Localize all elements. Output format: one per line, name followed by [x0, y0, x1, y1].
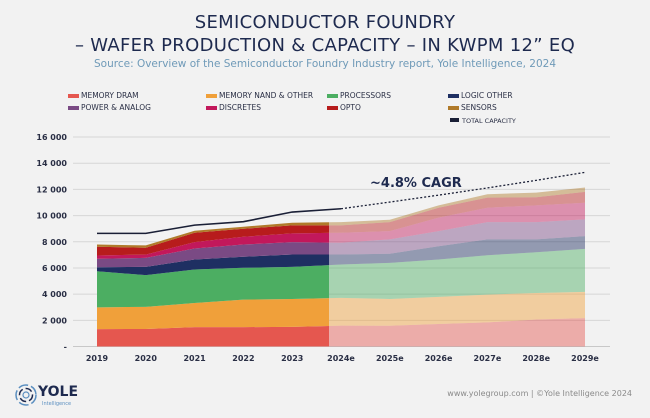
- legend-label: MEMORY NAND & OTHER: [219, 91, 313, 100]
- legend-label: TOTAL CAPACITY: [461, 117, 516, 125]
- legend-label: POWER & ANALOG: [81, 103, 151, 112]
- legend-swatch: [327, 106, 338, 110]
- y-tick-label: 14 000: [36, 159, 67, 168]
- area-opto: [97, 225, 329, 256]
- area-power-analog: [97, 242, 329, 268]
- y-tick-label: 16 000: [36, 133, 67, 142]
- area-forecast-power-analog: [329, 219, 585, 255]
- area-processors: [97, 265, 329, 308]
- y-tick-label: 10 000: [36, 212, 67, 221]
- y-tick-label: 12 000: [36, 185, 67, 194]
- legend-swatch: [448, 94, 459, 98]
- legend-label: LOGIC OTHER: [461, 91, 513, 100]
- x-tick-label: 2023: [281, 354, 303, 363]
- x-tick-label: 2020: [135, 354, 158, 363]
- chart-title-line2: – WAFER PRODUCTION & CAPACITY – IN KWPM …: [74, 35, 576, 56]
- y-tick-label: 4 000: [42, 290, 67, 299]
- total-capacity-forecast-line: [340, 171, 586, 210]
- legend-label: SENSORS: [461, 103, 497, 112]
- legend-swatch: [327, 94, 338, 98]
- legend-label: PROCESSORS: [340, 91, 391, 100]
- x-tick-label: 2019: [86, 354, 109, 363]
- x-tick-label: 2027e: [474, 354, 502, 363]
- area-forecast-memory-nand-other: [329, 291, 585, 326]
- legend-swatch: [206, 106, 217, 110]
- cagr-annotation: ~4.8% CAGR: [370, 176, 462, 191]
- area-forecast-logic-other: [329, 236, 585, 266]
- x-tick-label: 2029e: [571, 354, 599, 363]
- legend-swatch-total-capacity: [450, 118, 459, 122]
- legend-label: OPTO: [340, 103, 361, 112]
- x-tick-label: 2024e: [327, 354, 355, 363]
- legend-swatch: [68, 106, 79, 110]
- area-logic-other: [97, 254, 329, 276]
- area-forecast-sensors: [329, 187, 585, 226]
- y-tick-label: 8 000: [42, 238, 67, 247]
- logo-text: YOLE: [38, 384, 79, 400]
- x-tick-label: 2028e: [522, 354, 550, 363]
- area-forecast-discretes: [329, 202, 585, 243]
- y-tick-label: -: [64, 343, 67, 352]
- total-capacity-line: [97, 207, 342, 235]
- x-tick-label: 2025e: [376, 354, 404, 363]
- legend-swatch: [448, 106, 459, 110]
- x-tick-label: 2021: [183, 354, 206, 363]
- legend-swatch: [206, 94, 217, 98]
- area-forecast-memory-dram: [329, 318, 585, 347]
- footer-credit: www.yolegroup.com | ©Yole Intelligence 2…: [447, 389, 632, 398]
- chart-source: Source: Overview of the Semiconductor Fo…: [94, 58, 556, 70]
- area-memory-dram: [97, 325, 329, 347]
- legend-label: DISCRETES: [219, 103, 261, 112]
- yole-logo-icon: [15, 384, 37, 406]
- area-forecast-processors: [329, 248, 585, 299]
- area-forecast-opto: [329, 191, 585, 233]
- y-tick-label: 6 000: [42, 264, 67, 273]
- x-tick-label: 2026e: [425, 354, 453, 363]
- area-sensors: [97, 222, 329, 248]
- y-tick-label: 2 000: [42, 316, 67, 325]
- chart-title-line1: SEMICONDUCTOR FOUNDRY: [194, 12, 456, 33]
- legend-swatch: [68, 94, 79, 98]
- area-discretes: [97, 232, 329, 259]
- legend-label: MEMORY DRAM: [81, 91, 139, 100]
- area-memory-nand-other: [97, 298, 329, 330]
- x-tick-label: 2022: [232, 354, 254, 363]
- logo-subtext: Intelligence: [42, 401, 72, 407]
